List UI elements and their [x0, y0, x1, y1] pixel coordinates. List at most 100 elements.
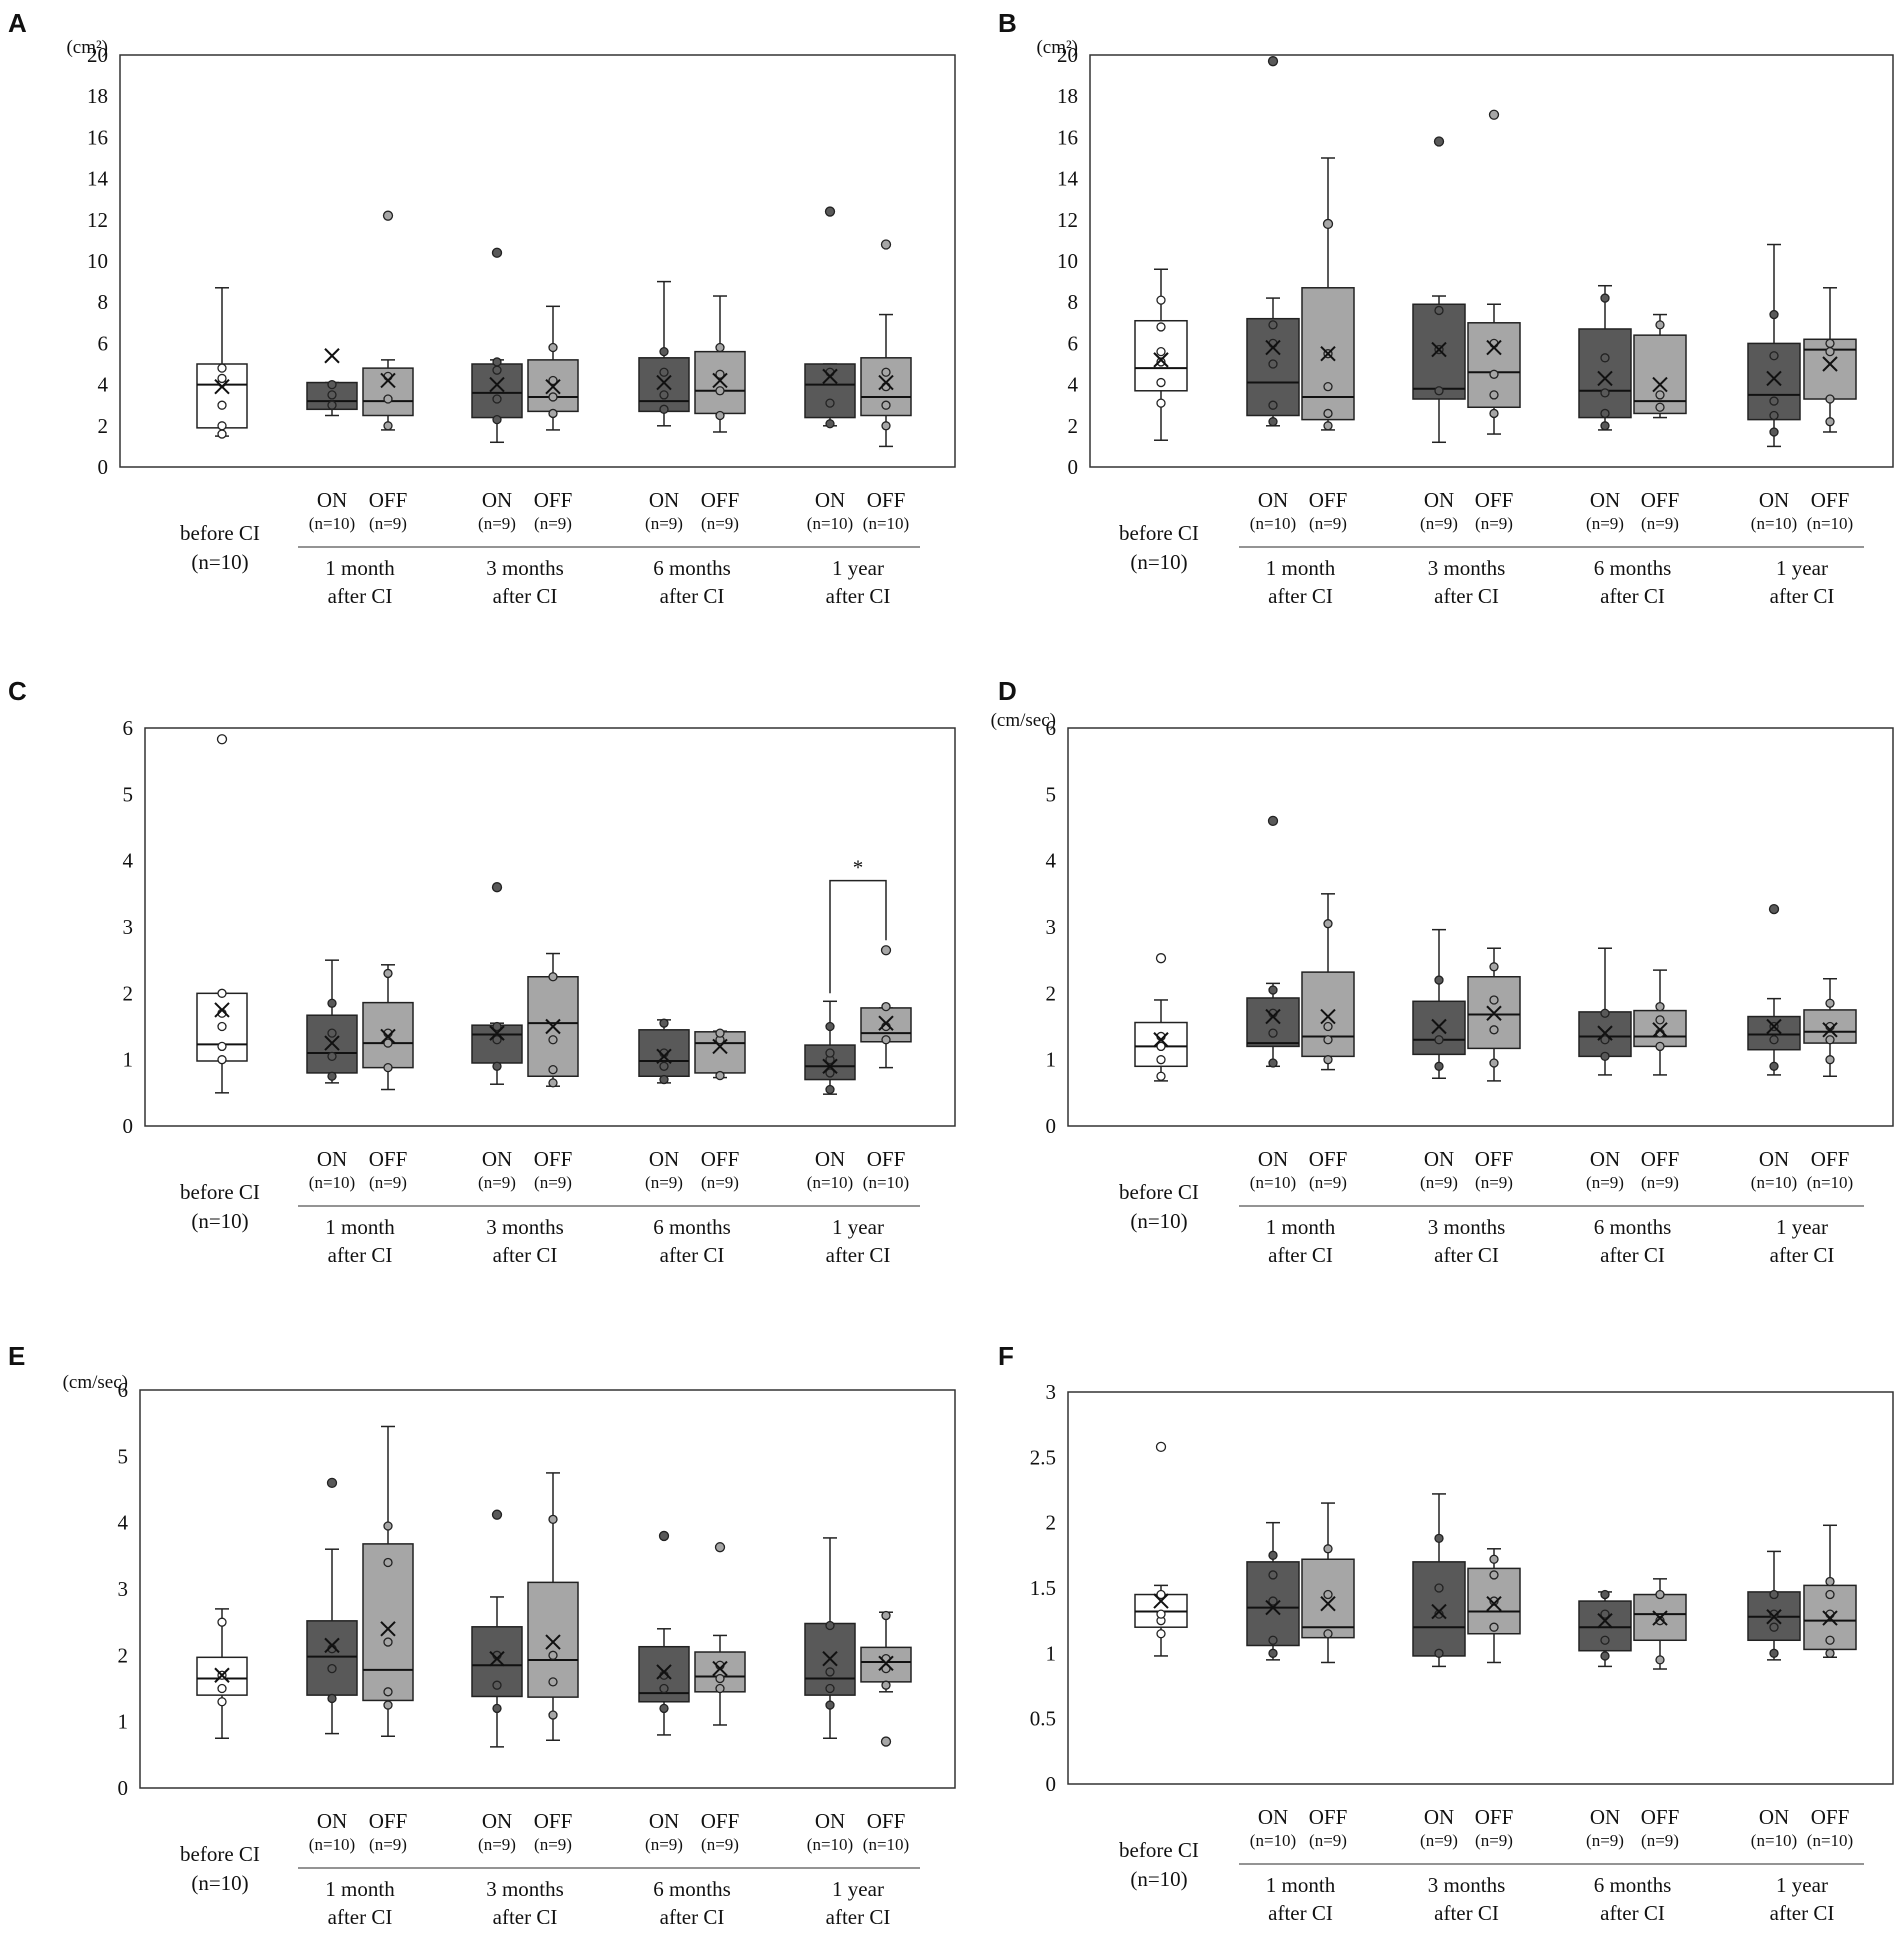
mean-marker: [1431, 1603, 1447, 1620]
mean-marker: [489, 376, 505, 393]
outlier-point: [658, 1530, 670, 1542]
on-label: ON: [1258, 1147, 1288, 1171]
data-point: [715, 1673, 725, 1684]
on-label: ON: [815, 1809, 845, 1833]
off-label: OFF: [1641, 488, 1680, 512]
data-point: [825, 1084, 835, 1095]
data-point: [1156, 295, 1166, 305]
box-1-month-on: [306, 959, 358, 1084]
y-tick-label: 2.5: [1030, 1445, 1056, 1469]
box-1-month-off: [1301, 1502, 1355, 1664]
off-label: OFF: [701, 1147, 740, 1171]
data-point: [1268, 1596, 1278, 1606]
n-on-label: (n=10): [309, 1173, 355, 1192]
data-point: [1600, 353, 1610, 363]
n-off-label: (n=9): [534, 1173, 572, 1192]
category-label-before: before CI: [1119, 1180, 1199, 1204]
box-before-ci: [196, 287, 248, 439]
data-point: [548, 375, 558, 386]
y-tick-label: 3: [118, 1577, 129, 1601]
off-label: OFF: [867, 1809, 906, 1833]
iqr-box: [362, 1543, 414, 1702]
data-point: [383, 1521, 393, 1531]
data-point: [1769, 1035, 1779, 1045]
panel-a: A 0 2 4 6 8 10 12 14 16 18 20(cm²) before CI (n=10) ON…: [8, 8, 956, 608]
data-point: [383, 1557, 393, 1568]
y-tick-label: 8: [1068, 290, 1079, 314]
on-label: ON: [1759, 1805, 1789, 1829]
category-label-before: before CI: [180, 521, 260, 545]
data-point: [1323, 421, 1333, 431]
timepoint-label: 3 months: [1428, 1215, 1506, 1239]
timepoint-sublabel: after CI: [493, 1243, 558, 1267]
data-point: [327, 1693, 337, 1704]
timepoint-label: 1 year: [1776, 1873, 1828, 1897]
n-off-label: (n=9): [534, 1835, 572, 1854]
data-point: [1655, 1589, 1665, 1600]
n-off-label: (n=9): [1309, 514, 1347, 533]
timepoint-sublabel: after CI: [1770, 1243, 1835, 1267]
plot-frame: [119, 54, 956, 468]
box-1-year-on: [1747, 903, 1801, 1076]
y-tick-label: 4: [1068, 373, 1079, 397]
off-label: OFF: [1641, 1805, 1680, 1829]
box-1-month-on: [306, 348, 358, 417]
outlier-point: [1488, 109, 1500, 120]
data-point: [1825, 1648, 1835, 1658]
data-point: [1769, 1061, 1779, 1071]
y-tick-label: 6: [98, 331, 109, 355]
y-tick-label: 14: [1057, 167, 1079, 191]
y-tick-label: 16: [1057, 125, 1078, 149]
mean-marker: [1486, 1595, 1502, 1612]
iqr-box: [694, 350, 746, 415]
data-point: [1769, 1622, 1779, 1632]
y-tick-label: 0: [123, 1114, 134, 1138]
timepoint-sublabel: after CI: [1600, 1901, 1665, 1925]
n-on-label: (n=9): [645, 514, 683, 533]
data-point: [1156, 357, 1166, 367]
data-point: [383, 1637, 393, 1647]
data-point: [881, 1001, 891, 1012]
timepoint-label: 1 year: [832, 1877, 884, 1901]
data-point: [659, 1061, 669, 1071]
y-tick-label: 1: [1046, 1641, 1057, 1665]
significance-star: *: [853, 856, 864, 880]
mean-marker: [214, 1667, 230, 1683]
panel-e: E 0 1 2 3 4 5 6(cm/sec) before CI (n=10) ON OFF (n=1…: [8, 1341, 956, 1929]
n-off-label: (n=10): [1807, 1173, 1853, 1192]
data-point: [1769, 309, 1779, 320]
data-point: [1769, 1589, 1779, 1600]
y-tick-label: 2: [123, 981, 134, 1005]
y-tick-label: 4: [1046, 849, 1057, 873]
data-point: [383, 394, 393, 404]
data-point: [1434, 305, 1444, 316]
data-point: [881, 1610, 891, 1621]
mean-marker: [380, 1028, 396, 1045]
outlier-point: [1322, 218, 1334, 230]
data-point: [1655, 1655, 1665, 1665]
data-point: [1600, 293, 1610, 303]
data-point: [715, 1028, 725, 1038]
category-n-before: (n=10): [1130, 1209, 1187, 1233]
n-off-label: (n=10): [863, 1173, 909, 1192]
data-point: [1323, 1544, 1333, 1554]
on-label: ON: [815, 488, 845, 512]
iqr-box: [1747, 1015, 1801, 1051]
data-point: [1268, 1648, 1278, 1658]
mean-marker: [712, 1038, 728, 1055]
data-point: [1600, 1008, 1610, 1018]
data-point: [217, 400, 227, 410]
box-1-year-off: [1803, 977, 1857, 1077]
on-label: ON: [1424, 488, 1454, 512]
timepoint-sublabel: after CI: [1268, 584, 1333, 608]
data-point: [1489, 995, 1499, 1005]
box-1-year-on: [804, 1000, 856, 1095]
n-on-label: (n=10): [1751, 514, 1797, 533]
outlier-point: [326, 1477, 338, 1489]
box-1-month-on: [1246, 815, 1300, 1068]
n-off-label: (n=9): [1641, 1173, 1679, 1192]
on-label: ON: [1424, 1805, 1454, 1829]
category-label-before: before CI: [1119, 521, 1199, 545]
on-label: ON: [1590, 1805, 1620, 1829]
panel-b: B 0 2 4 6 8 10 12 14 16 18 20(cm²) before CI (n=10) ON…: [998, 8, 1894, 608]
